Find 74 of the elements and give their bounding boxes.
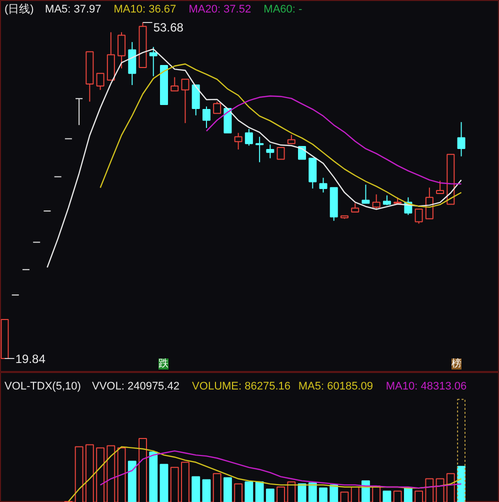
candlestick bbox=[425, 187, 434, 220]
text: MA10: 48313.06 bbox=[386, 380, 467, 392]
bar bbox=[276, 486, 286, 502]
bar bbox=[340, 492, 349, 502]
chart-title: (日线) bbox=[4, 2, 34, 16]
bar bbox=[287, 481, 296, 502]
bar bbox=[74, 446, 84, 502]
bar bbox=[138, 438, 147, 502]
bar bbox=[212, 473, 222, 502]
bar bbox=[266, 488, 274, 502]
text: MA5: 60185.09 bbox=[298, 380, 374, 392]
bar bbox=[181, 462, 190, 502]
bar bbox=[298, 483, 306, 502]
text: VVOL: 240975.42 bbox=[92, 380, 180, 392]
candlestick bbox=[362, 184, 370, 204]
bar bbox=[234, 483, 243, 502]
candlestick bbox=[170, 76, 179, 92]
candlestick bbox=[436, 180, 444, 194]
candlestick bbox=[213, 101, 222, 114]
candlestick bbox=[276, 147, 285, 160]
bar bbox=[382, 490, 392, 502]
candlestick bbox=[96, 72, 104, 90]
bar bbox=[425, 478, 434, 502]
bar bbox=[350, 486, 360, 502]
bar bbox=[202, 479, 211, 502]
bar bbox=[393, 490, 402, 502]
candlestick bbox=[75, 98, 84, 126]
candlestick bbox=[457, 122, 466, 157]
bar bbox=[330, 484, 338, 502]
bar bbox=[149, 451, 158, 502]
bar bbox=[457, 398, 466, 502]
candlestick bbox=[256, 136, 264, 163]
bar bbox=[117, 447, 126, 502]
bar bbox=[106, 445, 116, 502]
candlestick bbox=[181, 78, 190, 124]
bar bbox=[96, 447, 105, 502]
candlestick bbox=[372, 194, 380, 210]
candlestick bbox=[192, 84, 200, 116]
bar bbox=[170, 466, 179, 502]
candlestick bbox=[202, 106, 210, 128]
bar bbox=[223, 477, 232, 502]
bar bbox=[446, 473, 455, 502]
candlestick bbox=[266, 144, 274, 159]
bar bbox=[244, 481, 254, 502]
bar bbox=[160, 464, 168, 502]
text: 跌 bbox=[158, 358, 168, 370]
text: VOLUME: 86275.16 bbox=[192, 380, 291, 392]
annotation: 53.68 bbox=[153, 20, 184, 34]
candlestick bbox=[128, 42, 136, 86]
bar bbox=[404, 488, 412, 502]
bar bbox=[85, 444, 94, 502]
legend-label: MA60: - bbox=[264, 4, 303, 16]
candlestick bbox=[234, 132, 242, 150]
candlestick bbox=[319, 177, 328, 193]
text: MA5: 37.97 bbox=[45, 4, 102, 16]
candlestick bbox=[244, 128, 253, 146]
text: MA10: 36.67 bbox=[114, 4, 176, 16]
bar bbox=[319, 488, 328, 502]
chart-title: VOL-TDX(5,10) bbox=[4, 380, 81, 392]
bar bbox=[128, 460, 136, 502]
annotation: 19.84 bbox=[15, 352, 46, 366]
bar bbox=[192, 476, 200, 502]
bar bbox=[414, 490, 424, 502]
text: 榜 bbox=[452, 358, 462, 370]
candlestick bbox=[118, 32, 126, 69]
bar bbox=[255, 481, 264, 502]
candlestick bbox=[308, 158, 317, 190]
candlestick bbox=[149, 46, 158, 77]
bar bbox=[308, 482, 317, 502]
bar bbox=[436, 478, 444, 502]
candlestick bbox=[382, 194, 391, 206]
candlestick bbox=[414, 208, 423, 224]
text: MA20: 37.52 bbox=[188, 4, 252, 16]
candlestick bbox=[298, 146, 306, 160]
